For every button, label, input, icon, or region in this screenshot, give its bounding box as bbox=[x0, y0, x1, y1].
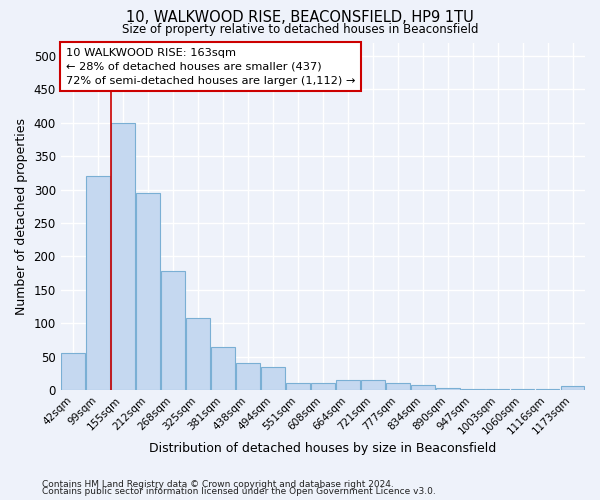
Bar bbox=[436, 388, 460, 390]
Bar bbox=[286, 384, 310, 390]
Text: 10 WALKWOOD RISE: 163sqm
← 28% of detached houses are smaller (437)
72% of semi-: 10 WALKWOOD RISE: 163sqm ← 28% of detach… bbox=[66, 48, 355, 86]
Y-axis label: Number of detached properties: Number of detached properties bbox=[15, 118, 28, 315]
Text: Size of property relative to detached houses in Beaconsfield: Size of property relative to detached ho… bbox=[122, 22, 478, 36]
Bar bbox=[61, 354, 85, 390]
Bar bbox=[136, 193, 160, 390]
Bar bbox=[386, 384, 410, 390]
Bar bbox=[311, 384, 335, 390]
Text: Contains public sector information licensed under the Open Government Licence v3: Contains public sector information licen… bbox=[42, 488, 436, 496]
Text: Contains HM Land Registry data © Crown copyright and database right 2024.: Contains HM Land Registry data © Crown c… bbox=[42, 480, 394, 489]
Bar bbox=[211, 346, 235, 390]
Bar bbox=[86, 176, 110, 390]
Bar bbox=[560, 386, 584, 390]
Bar bbox=[186, 318, 210, 390]
Bar bbox=[411, 386, 434, 390]
Bar bbox=[361, 380, 385, 390]
Bar bbox=[111, 122, 135, 390]
Bar bbox=[161, 271, 185, 390]
X-axis label: Distribution of detached houses by size in Beaconsfield: Distribution of detached houses by size … bbox=[149, 442, 496, 455]
Bar bbox=[461, 388, 485, 390]
Text: 10, WALKWOOD RISE, BEACONSFIELD, HP9 1TU: 10, WALKWOOD RISE, BEACONSFIELD, HP9 1TU bbox=[126, 10, 474, 25]
Bar bbox=[336, 380, 359, 390]
Bar bbox=[261, 366, 285, 390]
Bar bbox=[236, 364, 260, 390]
